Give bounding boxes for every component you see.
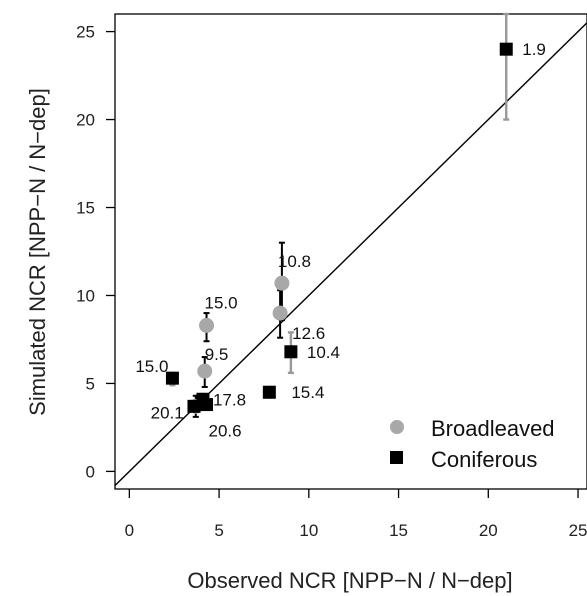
- broadleaved-point: [197, 363, 213, 379]
- y-tick-label: 15: [76, 199, 95, 218]
- legend-marker-coniferous: [390, 451, 403, 464]
- broadleaved-point: [272, 305, 288, 321]
- point-label: 15.0: [135, 357, 168, 376]
- y-tick-label: 5: [86, 374, 95, 393]
- y-tick-label: 10: [76, 286, 95, 305]
- coniferous-point: [499, 42, 513, 56]
- point-label: 15.0: [205, 293, 238, 312]
- point-label: 20.6: [209, 422, 242, 441]
- x-tick-label: 15: [389, 521, 408, 540]
- x-tick-label: 10: [299, 521, 318, 540]
- point-label: 1.9: [522, 40, 546, 59]
- x-tick-label: 0: [125, 521, 134, 540]
- x-axis-title: Observed NCR [NPP−N / N−dep]: [187, 568, 512, 593]
- y-tick-label: 0: [86, 462, 95, 481]
- point-label: 10.4: [307, 343, 340, 362]
- broadleaved-point: [199, 317, 215, 333]
- coniferous-point: [262, 385, 276, 399]
- y-tick-label: 20: [76, 111, 95, 130]
- point-label: 20.1: [151, 403, 184, 422]
- coniferous-point: [284, 345, 298, 359]
- point-label: 17.8: [213, 390, 246, 409]
- point-label: 12.6: [292, 324, 325, 343]
- y-tick-label: 25: [76, 23, 95, 42]
- coniferous-point: [187, 399, 201, 413]
- y-axis-title: Simulated NCR [NPP−N / N−dep]: [25, 88, 50, 416]
- legend: Broadleaved Coniferous: [390, 416, 555, 472]
- point-label: 10.8: [278, 252, 311, 271]
- legend-label-broadleaved: Broadleaved: [431, 416, 555, 441]
- coniferous-point: [165, 371, 179, 385]
- broadleaved-point: [274, 275, 290, 291]
- plot-frame: [114, 13, 587, 490]
- legend-label-coniferous: Coniferous: [431, 447, 537, 472]
- point-label: 9.5: [205, 345, 229, 364]
- x-tick-label: 5: [214, 521, 223, 540]
- x-tick-label: 20: [479, 521, 498, 540]
- legend-marker-broadleaved: [390, 420, 404, 434]
- x-tick-label: 25: [569, 521, 587, 540]
- coniferous-point: [200, 398, 214, 412]
- point-label: 15.4: [291, 383, 324, 402]
